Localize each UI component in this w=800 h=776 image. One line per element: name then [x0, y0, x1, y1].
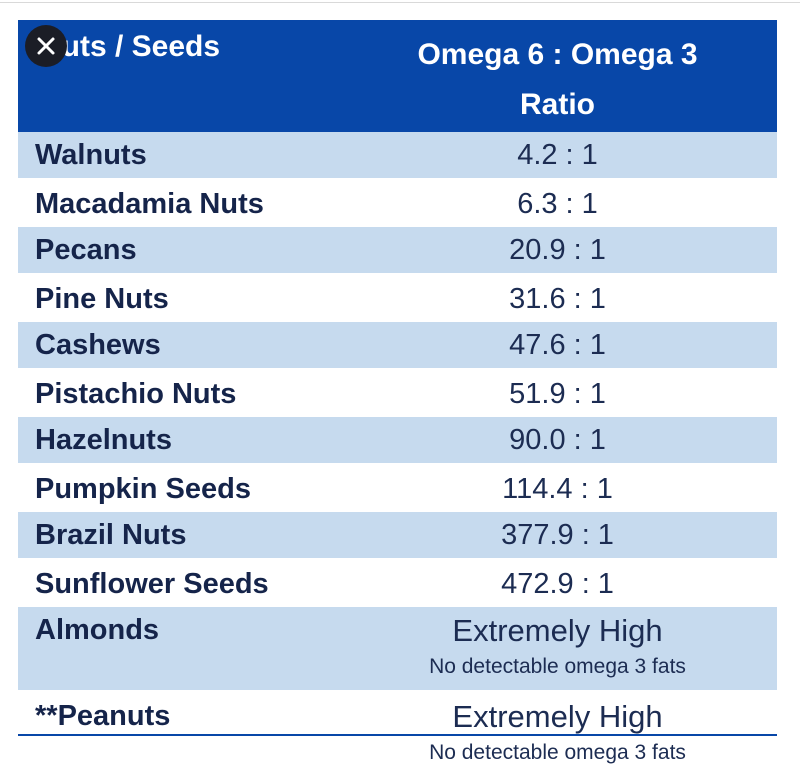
table-row: Hazelnuts 90.0 : 1 [18, 417, 777, 465]
row-name: Sunflower Seeds [18, 560, 358, 608]
row-ratio: Extremely High No detectable omega 3 fat… [358, 607, 777, 692]
row-ratio: 90.0 : 1 [358, 417, 777, 465]
header-ratio-line1: Omega 6 : Omega 3 [358, 30, 757, 80]
header-ratio: Omega 6 : Omega 3 Ratio [358, 20, 777, 132]
table-row: Sunflower Seeds 472.9 : 1 [18, 560, 777, 608]
close-button[interactable] [25, 25, 67, 67]
table-row: Almonds Extremely High No detectable ome… [18, 607, 777, 692]
table-row: Brazil Nuts 377.9 : 1 [18, 512, 777, 560]
row-ratio: 51.9 : 1 [358, 370, 777, 418]
table-row: Macadamia Nuts 6.3 : 1 [18, 180, 777, 228]
omega-ratio-table: Nuts / Seeds Omega 6 : Omega 3 Ratio Wal… [18, 20, 777, 776]
row-ratio-note: No detectable omega 3 fats [358, 656, 757, 677]
header-ratio-line2: Ratio [358, 80, 757, 130]
row-ratio: 114.4 : 1 [358, 465, 777, 513]
table-row: Pecans 20.9 : 1 [18, 227, 777, 275]
table-row: Pumpkin Seeds 114.4 : 1 [18, 465, 777, 513]
row-name: Pecans [18, 227, 358, 275]
row-ratio-main: Extremely High [358, 701, 757, 732]
table-row: Pistachio Nuts 51.9 : 1 [18, 370, 777, 418]
row-name: Brazil Nuts [18, 512, 358, 560]
row-ratio-main: Extremely High [358, 615, 757, 646]
omega-ratio-table-container: Nuts / Seeds Omega 6 : Omega 3 Ratio Wal… [18, 20, 777, 776]
table-header-row: Nuts / Seeds Omega 6 : Omega 3 Ratio [18, 20, 777, 132]
table-row: Walnuts 4.2 : 1 [18, 132, 777, 180]
row-name: Walnuts [18, 132, 358, 180]
row-name: Cashews [18, 322, 358, 370]
table-row: Cashews 47.6 : 1 [18, 322, 777, 370]
row-ratio: 47.6 : 1 [358, 322, 777, 370]
row-name: Almonds [18, 607, 358, 692]
row-ratio: 377.9 : 1 [358, 512, 777, 560]
row-name: Pumpkin Seeds [18, 465, 358, 513]
row-name: Pine Nuts [18, 275, 358, 323]
close-icon [36, 36, 56, 56]
row-name: Hazelnuts [18, 417, 358, 465]
header-nuts-seeds: Nuts / Seeds [18, 20, 358, 132]
row-name: Macadamia Nuts [18, 180, 358, 228]
top-divider [0, 2, 800, 3]
row-ratio: 31.6 : 1 [358, 275, 777, 323]
row-ratio: 6.3 : 1 [358, 180, 777, 228]
row-ratio: 472.9 : 1 [358, 560, 777, 608]
table-bottom-border [18, 734, 777, 736]
table-row: Pine Nuts 31.6 : 1 [18, 275, 777, 323]
row-ratio-note: No detectable omega 3 fats [358, 742, 757, 763]
row-name: Pistachio Nuts [18, 370, 358, 418]
row-ratio: 4.2 : 1 [358, 132, 777, 180]
row-ratio: 20.9 : 1 [358, 227, 777, 275]
